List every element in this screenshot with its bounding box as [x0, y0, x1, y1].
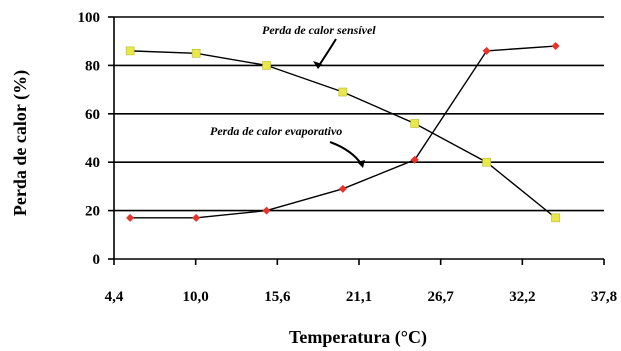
y-tick-label: 60 — [85, 107, 100, 123]
x-axis-title: Temperatura (°C) — [289, 327, 427, 348]
annotation-label: Perda de calor evaporativo — [210, 124, 342, 138]
data-point — [338, 87, 348, 97]
annotations: Perda de calor sensível Perda de calor ev… — [210, 23, 376, 168]
data-point — [410, 119, 420, 128]
series — [125, 42, 560, 223]
grid-lines — [114, 16, 604, 212]
y-tick-label: 80 — [85, 58, 100, 74]
data-point — [191, 48, 201, 58]
y-tick-label: 0 — [93, 252, 101, 268]
x-tick-label: 26,7 — [428, 289, 455, 305]
data-point — [551, 213, 560, 223]
y-tick-label: 40 — [85, 155, 100, 171]
x-tick-label: 21,1 — [346, 289, 372, 305]
y-tick-labels: 0 20 40 60 80 100 — [78, 10, 101, 268]
y-tick-label: 20 — [85, 204, 100, 220]
x-tick-label: 37,8 — [591, 289, 617, 305]
axes — [108, 16, 605, 265]
data-point — [262, 61, 271, 70]
data-point — [338, 184, 347, 193]
annotation-label: Perda de calor sensível — [262, 23, 376, 37]
x-tick-labels: 4,4 10,0 15,6 21,1 26,7 32,2 37,8 — [105, 289, 618, 305]
y-axis-title: Perda de calor (%) — [10, 70, 31, 216]
annotation-arrow — [317, 38, 337, 68]
series-sensivel — [125, 46, 560, 223]
data-point — [410, 155, 419, 164]
data-point — [192, 213, 201, 222]
arrow-head-icon — [357, 160, 365, 168]
data-point — [126, 213, 135, 222]
arrow-head-icon — [313, 61, 322, 69]
data-point — [551, 42, 560, 51]
x-tick-label: 15,6 — [264, 289, 291, 305]
x-tick-label: 4,4 — [105, 289, 124, 305]
series-evaporativo — [126, 42, 560, 222]
data-point — [482, 46, 491, 55]
data-point — [482, 157, 491, 167]
x-tick-label: 10,0 — [183, 289, 209, 305]
x-tick-label: 32,2 — [509, 289, 535, 305]
y-tick-label: 100 — [78, 10, 101, 26]
data-point — [262, 206, 271, 215]
data-point — [125, 46, 135, 56]
